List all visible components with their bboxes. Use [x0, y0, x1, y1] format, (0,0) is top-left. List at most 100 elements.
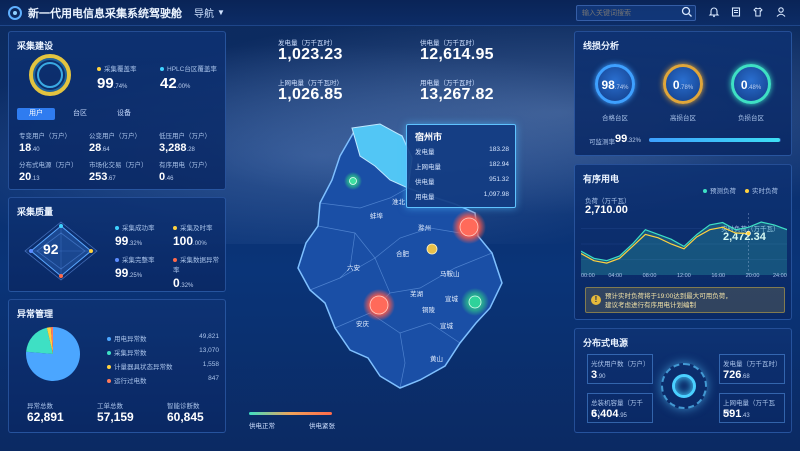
- city-label: 合肥: [396, 249, 410, 258]
- realtime-point: [745, 230, 751, 236]
- pie-slice: [26, 327, 81, 381]
- gauge-label: 合格台区: [602, 115, 628, 122]
- dist-item: 总装机容量（万千瓦） 6,404.95: [587, 393, 653, 423]
- coverage-ring-inner: [37, 62, 63, 88]
- panel-title: 采集建设: [17, 41, 54, 51]
- calc-value: 99.32%: [615, 133, 641, 145]
- stat-item: 专变用户（万户） 18.40: [19, 133, 71, 154]
- city-label: 滁州: [418, 223, 431, 232]
- tooltip-row: 用电量 1,097.98: [415, 191, 509, 201]
- coverage-ring: [29, 54, 71, 96]
- city-label: 宣城: [445, 294, 459, 303]
- city-label: 安庆: [356, 319, 370, 328]
- caret-down-icon: ▼: [217, 8, 225, 17]
- collection-panel: 采集建设 采集覆盖率 99.74% HPLC台区覆盖率 42.00% 用户 台区…: [8, 31, 226, 190]
- panel-title: 异常管理: [17, 309, 54, 319]
- solar-ring-inner: [672, 374, 696, 398]
- pie-slice: [50, 327, 53, 354]
- shirt-icon[interactable]: [752, 6, 764, 18]
- tab-users[interactable]: 用户: [17, 108, 55, 120]
- city-label: 宣城: [440, 321, 454, 330]
- map-tooltip: 宿州市 发电量 183.28 上网电量 182.94 供电量 951.32 用电量 1,…: [406, 124, 516, 208]
- app-title: 新一代用电信息采集系统驾驶舱: [28, 7, 182, 20]
- metric-value: 13,267.82: [420, 86, 494, 103]
- quality-panel: 采集质量 92 采集成功率 99.32% 采集及时率 100.00% 采集完整率…: [8, 197, 226, 292]
- tooltip-row: 供电量 951.32: [415, 176, 509, 186]
- quality-item: 采集数据异常率 0.32%: [173, 257, 219, 290]
- book-icon[interactable]: [730, 6, 742, 18]
- x-tick-label: 24:00: [773, 273, 787, 279]
- calc-label: 可监测率: [589, 139, 615, 146]
- nav-label: 导航: [194, 9, 214, 20]
- anomaly-panel: 异常管理 用电异常数 49,821 采集异常数 13,070 计量器具状态异常数…: [8, 299, 226, 433]
- gauge-label: 高损台区: [670, 115, 696, 122]
- total-item: 工单总数 57,159: [97, 403, 134, 424]
- anomaly-pie-chart: [26, 327, 81, 381]
- city-label: 芜湖: [410, 289, 424, 298]
- panel-title: 有序用电: [583, 174, 620, 184]
- status-marker: [468, 295, 482, 309]
- city-label: 铜陵: [422, 305, 436, 314]
- legend-item: 采集异常数 13,070: [107, 347, 219, 357]
- stat-item: 公变用户（万户） 28.64: [89, 133, 141, 154]
- stat-item: 市场化交易（万户） 253.67: [89, 162, 148, 183]
- x-tick-label: 04:00: [608, 273, 623, 279]
- city-label: 蚌埠: [370, 211, 384, 220]
- warning-icon: !: [591, 295, 601, 305]
- gauge-label: 负损台区: [738, 115, 764, 122]
- nav-menu[interactable]: 导航 ▼: [194, 5, 225, 20]
- load-label: 负荷（万千瓦）: [585, 198, 631, 205]
- anhui-map: 淮北 蚌埠 滁州 合肥 六安 马鞍山 芜湖 宣城 铜陵 安庆 黄山 宣城: [297, 123, 503, 389]
- x-axis-ticks: 00:00 04:00 08:00 12:00 16:00 20:00 24:00: [581, 273, 787, 281]
- distributed-panel: 分布式电源 光伏用户数（万户） 3.90 发电量（万千瓦时） 726.68 总装…: [574, 328, 792, 433]
- city-label: 六安: [347, 263, 361, 272]
- quality-radar-chart: [24, 221, 98, 281]
- quality-item: 采集完整率 99.25%: [115, 257, 155, 280]
- metric-label: 用电量（万千瓦时）: [420, 80, 479, 87]
- predicted-line: [581, 221, 787, 262]
- load-value: 2,710.00: [585, 204, 628, 216]
- dist-item: 光伏用户数（万户） 3.90: [587, 354, 653, 384]
- x-tick-label: 00:00: [581, 273, 595, 279]
- tooltip-city: 宿州市: [415, 132, 443, 142]
- calc-progress-track: [649, 138, 781, 142]
- realtime-value: 2,472.34: [723, 231, 766, 243]
- line-loss-panel: 线损分析 98.74% 合格台区 0.78% 高损台区 0.48% 负损台区 可…: [574, 31, 792, 156]
- quality-item: 采集成功率 99.32%: [115, 225, 155, 248]
- status-marker[interactable]: [426, 243, 438, 255]
- realtime-label: 实时负荷（万千瓦）: [721, 223, 780, 233]
- legend-item: 计量器具状态异常数 1,558: [107, 361, 219, 371]
- panel-title: 采集质量: [17, 207, 54, 217]
- ordered-power-panel: 有序用电 预测负荷 实时负荷 负荷（万千瓦） 2,710.00 实时负荷（万千瓦…: [574, 164, 792, 320]
- load-line-chart: [581, 213, 787, 275]
- status-marker: [349, 177, 357, 185]
- x-tick-label: 16:00: [711, 273, 726, 279]
- gauge-high-loss: [663, 64, 703, 104]
- legend-item: 预测负荷: [703, 185, 736, 195]
- user-icon[interactable]: [775, 6, 787, 18]
- tooltip-rows: 发电量 183.28 上网电量 182.94 供电量 951.32 用电量 1,097.…: [415, 146, 509, 201]
- legend-item: 用电异常数 49,821: [107, 333, 219, 343]
- tooltip-row: 发电量 183.28: [415, 146, 509, 156]
- tab-devices[interactable]: 设备: [117, 110, 131, 117]
- quality-score: 92: [43, 241, 59, 257]
- metric-value: 1,026.85: [278, 86, 343, 103]
- tab-areas[interactable]: 台区: [73, 110, 87, 117]
- stat-item: 有序用电（万户） 0.46: [159, 162, 211, 183]
- alert-text: 预计实时负荷将于19:00达到最大可用负荷，建议考虑进行有序用电计划编制: [605, 293, 732, 309]
- metric-label: 供电量（万千瓦时）: [420, 40, 479, 47]
- quality-item: 采集及时率 100.00%: [173, 225, 213, 248]
- coverage-rate-1: 采集覆盖率 99.74%: [97, 66, 137, 92]
- city-label: 淮北: [392, 197, 406, 206]
- pie-slice: [46, 327, 53, 354]
- total-item: 智能诊断数 60,845: [167, 403, 204, 424]
- x-tick-label: 20:00: [745, 273, 760, 279]
- search-icon[interactable]: [681, 6, 693, 18]
- city-label: 马鞍山: [440, 269, 460, 278]
- gauge-negative-loss: [731, 64, 771, 104]
- bell-icon[interactable]: [708, 6, 720, 18]
- legend-item: 运行过电数 847: [107, 375, 219, 385]
- search-input[interactable]: [576, 5, 696, 21]
- stat-item: 分布式电源（万户） 20.13: [19, 162, 78, 183]
- tooltip-row: 上网电量 182.94: [415, 161, 509, 171]
